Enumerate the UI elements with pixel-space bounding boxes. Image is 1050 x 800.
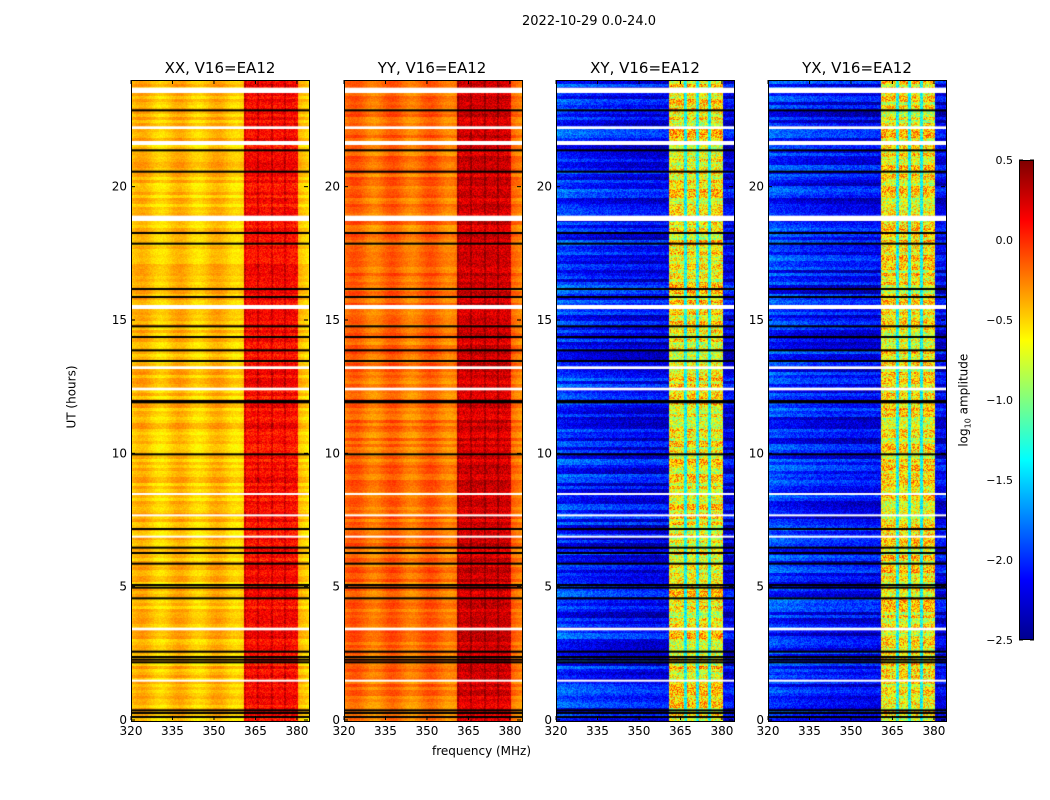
x-tick-label: 380 (285, 724, 308, 738)
x-tick-label: 380 (498, 724, 521, 738)
y-tick-label: 0 (119, 713, 127, 727)
y-tick-label: 15 (325, 313, 340, 327)
colorbar-tick-label: −1.0 (986, 394, 1013, 407)
y-tick-label: 15 (749, 313, 764, 327)
panel-title-yx: YX, V16=EA12 (802, 59, 912, 77)
y-tick-label: 20 (325, 180, 340, 194)
y-tick-label: 20 (749, 180, 764, 194)
y-tick-label: 0 (756, 713, 764, 727)
x-tick-label: 365 (881, 724, 904, 738)
x-tick-label: 365 (669, 724, 692, 738)
x-axis-label: frequency (MHz) (432, 744, 532, 758)
y-tick-label: 0 (544, 713, 552, 727)
x-tick-label: 320 (333, 724, 356, 738)
panel-title-xx: XX, V16=EA12 (164, 59, 276, 77)
colorbar-tick-label: −1.5 (986, 474, 1013, 487)
y-tick-label: 10 (749, 446, 764, 460)
y-tick-label: 15 (112, 313, 127, 327)
x-tick-label: 380 (710, 724, 733, 738)
x-tick-label: 380 (922, 724, 945, 738)
y-tick-label: 5 (756, 580, 764, 594)
y-tick-label: 5 (119, 580, 127, 594)
heatmap-xy (556, 80, 735, 722)
x-tick-label: 335 (374, 724, 397, 738)
heatmap-xx (131, 80, 310, 722)
y-tick-label: 10 (325, 446, 340, 460)
y-tick-label: 10 (112, 446, 127, 460)
y-tick-label: 20 (537, 180, 552, 194)
x-tick-label: 320 (757, 724, 780, 738)
colorbar-tick-label: 0.0 (996, 234, 1014, 247)
x-tick-label: 365 (244, 724, 267, 738)
x-tick-label: 335 (161, 724, 184, 738)
colorbar-tick-label: −2.0 (986, 554, 1013, 567)
colorbar-label-subscript: 10 (963, 418, 973, 429)
colorbar-tick-label: −0.5 (986, 314, 1013, 327)
y-axis-label: UT (hours) (64, 365, 79, 429)
panel-title-yy: YY, V16=EA12 (377, 59, 487, 77)
colorbar-label-prefix: log (956, 428, 971, 447)
panel-title-xy: XY, V16=EA12 (590, 59, 700, 77)
x-tick-label: 320 (545, 724, 568, 738)
y-tick-label: 5 (332, 580, 340, 594)
x-tick-label: 365 (457, 724, 480, 738)
y-tick-label: 15 (537, 313, 552, 327)
colorbar-tick-label: 0.5 (996, 154, 1014, 167)
y-tick-label: 10 (537, 446, 552, 460)
colorbar-label-suffix: amplitude (956, 353, 971, 419)
x-tick-label: 350 (416, 724, 439, 738)
colorbar-label: log10 amplitude (956, 354, 972, 447)
x-tick-label: 350 (840, 724, 863, 738)
colorbar-tick-label: −2.5 (986, 634, 1013, 647)
heatmap-yy (344, 80, 523, 722)
y-tick-label: 5 (544, 580, 552, 594)
x-tick-label: 335 (798, 724, 821, 738)
x-tick-label: 350 (203, 724, 226, 738)
y-tick-label: 20 (112, 180, 127, 194)
x-tick-label: 320 (120, 724, 143, 738)
figure-title: 2022-10-29 0.0-24.0 (522, 14, 656, 29)
x-tick-label: 350 (628, 724, 651, 738)
y-tick-label: 0 (332, 713, 340, 727)
x-tick-label: 335 (586, 724, 609, 738)
heatmap-yx (768, 80, 947, 722)
colorbar (1019, 160, 1034, 640)
